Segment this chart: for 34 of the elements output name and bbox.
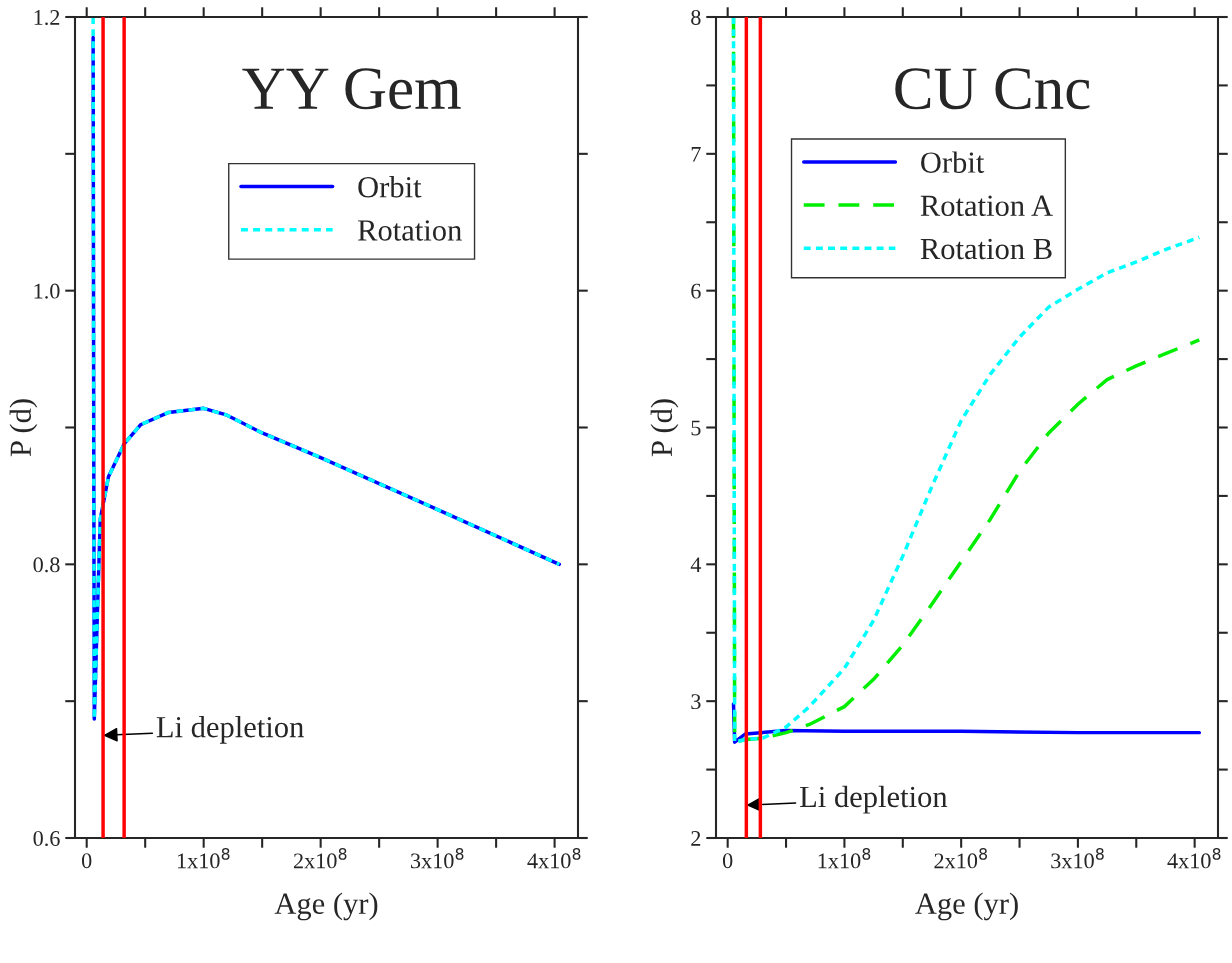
annotation: Li depletion [156,715,304,744]
text: CU Cnc [895,68,1090,110]
y-tick-label: 0.6 [33,830,60,847]
y-tick-label: 8 [691,9,701,25]
y-tick-label: 3 [691,694,701,710]
y-axis-title: P (d) [9,399,38,457]
annotation: Li depletion [800,785,948,814]
legend-label: Orbit [921,151,985,173]
legend-label: Rotation B [920,238,1052,260]
x-tick-label: 4x10$^{8}$ [1167,848,1221,869]
y-tick-label: 4 [690,557,702,573]
legend-label: Rotation A [920,195,1053,217]
x-tick-label: 3x10$^{8}$ [1051,848,1104,869]
x-tick-label: 0 [722,853,733,869]
x-axis-title: Age (yr) [274,892,378,921]
text: YY Gem [242,68,461,110]
y-axis-title: P (d) [650,399,679,457]
y-tick-label: 1.0 [34,283,60,299]
legend-label: Orbit [358,176,422,198]
x-tick-label: 2x10$^{8}$ [934,848,987,869]
x-tick-label: 1x10$^{8}$ [818,848,871,869]
x-tick-label: 0 [81,853,92,869]
legend-label: Rotation [357,220,462,241]
y-tick-label: 2 [691,830,701,846]
y-tick-label: 7 [691,146,701,162]
y-tick-label: 6 [691,283,701,299]
x-tick-label: 3x10$^{8}$ [411,848,464,869]
x-tick-label: 2x10$^{8}$ [293,848,347,869]
x-tick-label: 1x10$^{8}$ [177,848,230,869]
y-tick-label: 1.2 [34,9,60,26]
x-tick-label: 4x10$^{8}$ [527,848,581,869]
x-axis-title: Age (yr) [915,892,1018,921]
y-tick-label: 0.8 [33,557,60,573]
y-tick-label: 5 [691,420,701,436]
